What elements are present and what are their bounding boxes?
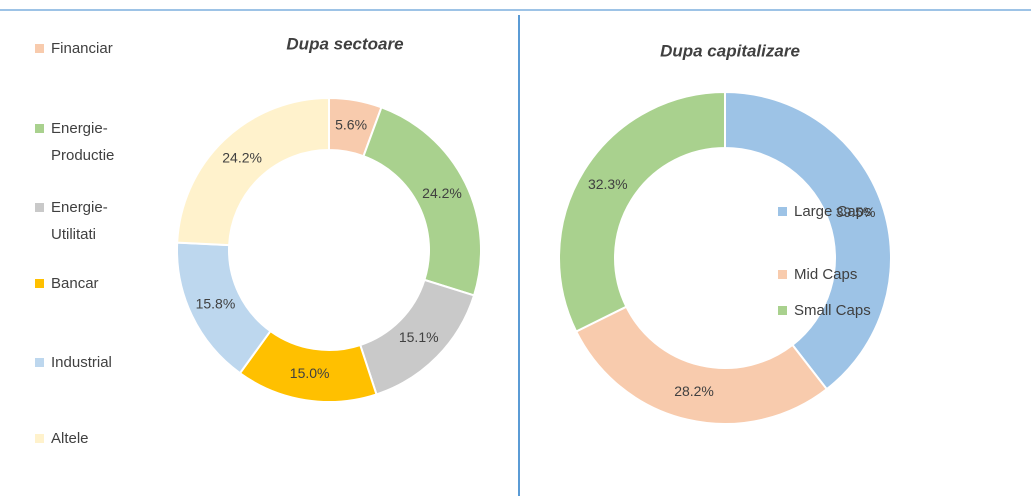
donut-segment — [724, 90, 892, 391]
legend-item: Industrial — [35, 349, 141, 376]
chart-title: Dupa capitalizare — [660, 41, 800, 60]
legend-item: Energie-Productie — [35, 115, 141, 169]
legend-swatch — [35, 434, 44, 443]
legend-swatch — [35, 124, 44, 133]
legend-label: Mid Caps — [794, 266, 858, 283]
legend-swatch — [778, 270, 787, 279]
data-label: 24.2% — [222, 149, 262, 165]
legend-swatch — [35, 44, 44, 53]
legend-label: Altele — [51, 430, 89, 447]
legend-label: Financiar — [51, 40, 113, 57]
data-label: 24.2% — [422, 185, 462, 201]
legend-label: Large Caps — [794, 203, 872, 220]
data-label: 15.8% — [196, 295, 236, 311]
data-label: 28.2% — [674, 383, 714, 399]
donut-segment — [558, 90, 726, 333]
legend-label: Energie-Utilitati — [51, 199, 108, 243]
donut-segment — [176, 96, 330, 247]
legend-swatch — [778, 306, 787, 315]
legend-label: Small Caps — [794, 302, 871, 319]
donut-segment — [362, 106, 482, 297]
data-label: 32.3% — [588, 176, 628, 192]
data-label: 15.0% — [290, 365, 330, 381]
donut-segment — [574, 305, 829, 425]
legend-item: Mid Caps — [778, 261, 884, 288]
legend-label: Bancar — [51, 275, 99, 292]
legend-swatch — [35, 279, 44, 288]
legend-item: Large Caps — [778, 198, 884, 225]
legend-label: Industrial — [51, 354, 112, 371]
legend-swatch — [35, 358, 44, 367]
chart-title: Dupa sectoare — [286, 34, 403, 53]
legend-label: Energie-Productie — [51, 120, 115, 164]
legend-item: Financiar — [35, 35, 141, 62]
data-label: 15.1% — [399, 329, 439, 345]
legend-swatch — [778, 207, 787, 216]
legend-item: Small Caps — [778, 297, 884, 324]
legend-item: Energie-Utilitati — [35, 194, 141, 248]
legend-item: Bancar — [35, 270, 141, 297]
legend-item: Altele — [35, 425, 141, 452]
data-label: 39.5% — [836, 204, 876, 220]
legend-swatch — [35, 203, 44, 212]
data-label: 5.6% — [335, 117, 367, 133]
